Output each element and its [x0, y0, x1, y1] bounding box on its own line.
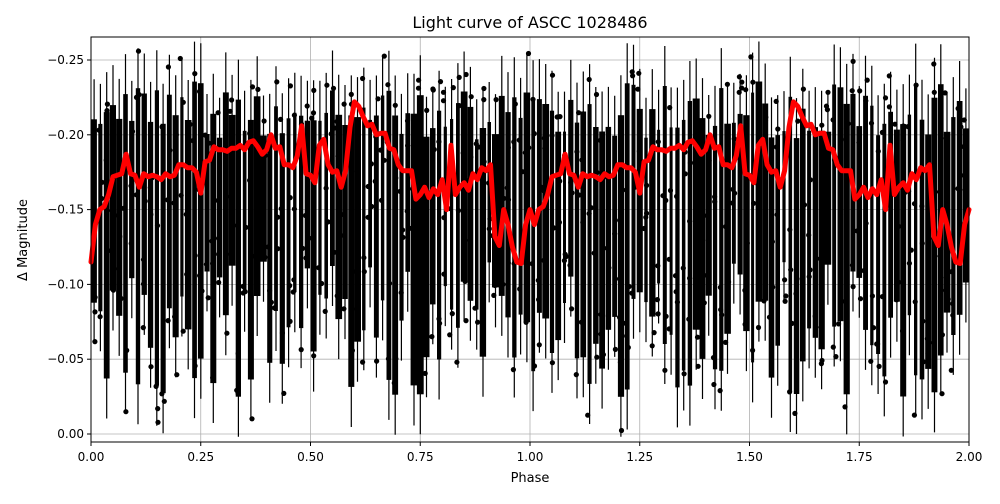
x-tick-label: 0.00: [78, 450, 105, 464]
binned-light-curve: [88, 99, 972, 266]
observation-errorbars: [90, 41, 970, 437]
x-tick-label: 0.50: [297, 450, 324, 464]
chart-title: Light curve of ASCC 1028486: [412, 13, 647, 32]
x-tick-label: 0.75: [407, 450, 434, 464]
x-axis-ticks: 0.00 0.25 0.50 0.75 1.00 1.25 1.50 1.75 2.00: [78, 442, 983, 464]
y-tick-label: −0.25: [47, 53, 84, 67]
x-tick-label: 1.00: [517, 450, 544, 464]
x-tick-label: 0.25: [187, 450, 214, 464]
y-axis-ticks: −0.25 −0.20 −0.15 −0.10 −0.05 0.00: [47, 53, 91, 441]
x-tick-label: 1.75: [846, 450, 873, 464]
x-tick-label: 1.50: [736, 450, 763, 464]
y-axis-label: Δ Magnitude: [16, 199, 31, 281]
x-tick-label: 2.00: [956, 450, 983, 464]
y-tick-label: −0.10: [47, 277, 84, 291]
x-tick-label: 1.25: [626, 450, 653, 464]
y-tick-label: 0.00: [57, 427, 84, 441]
y-tick-label: −0.20: [47, 128, 84, 142]
x-axis-label: Phase: [511, 471, 550, 486]
y-tick-label: −0.05: [47, 352, 84, 366]
y-tick-label: −0.15: [47, 203, 84, 217]
